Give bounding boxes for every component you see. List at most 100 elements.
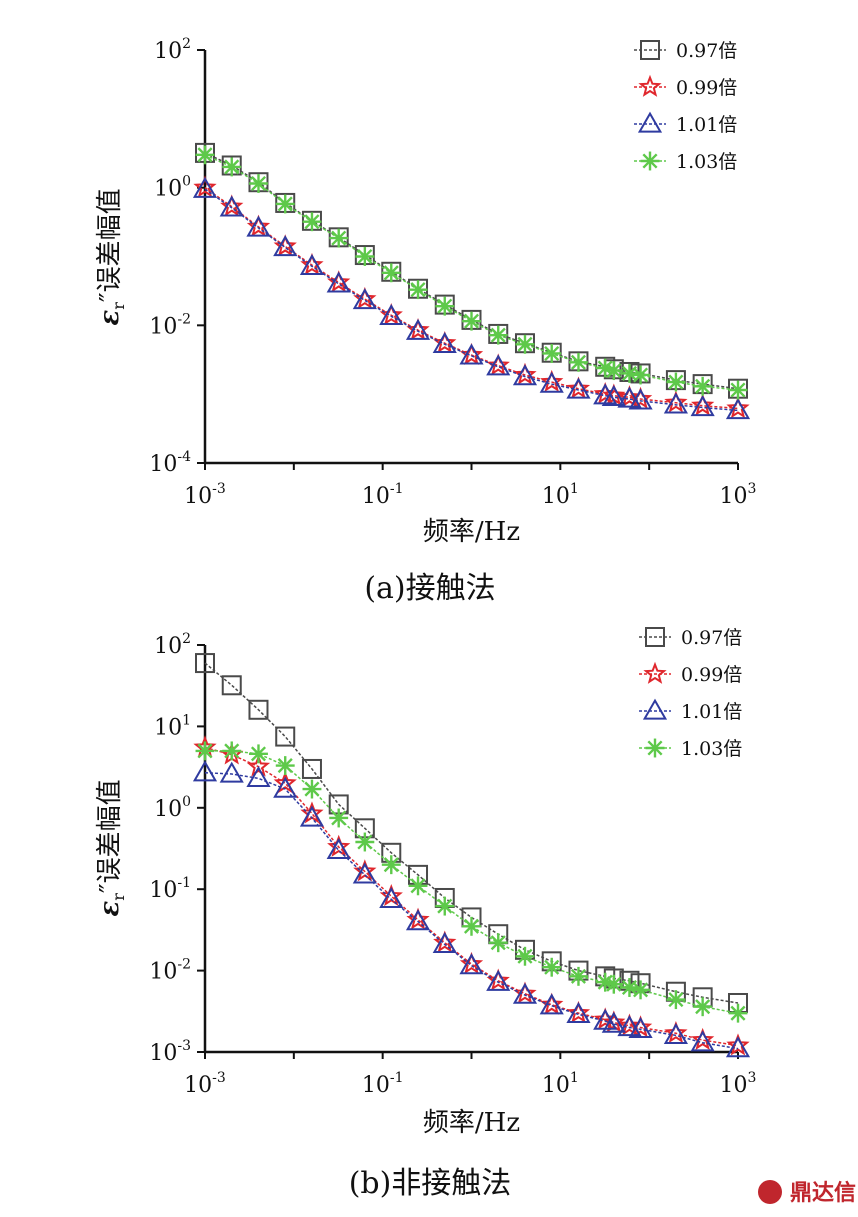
data-point xyxy=(275,194,295,214)
data-point xyxy=(512,982,538,1004)
y-tick-label: 102 xyxy=(154,36,191,64)
x-tick-label-base: 10 xyxy=(720,1073,748,1098)
x-tick-label-exponent: -3 xyxy=(212,1070,226,1086)
data-point xyxy=(664,390,688,413)
data-point xyxy=(222,741,242,761)
y-axis-title-main: ε xyxy=(95,310,125,326)
x-tick-label-exponent: -1 xyxy=(390,1070,404,1086)
data-point-stroke xyxy=(357,834,373,850)
series-triangle xyxy=(192,760,751,1058)
data-point xyxy=(664,1021,688,1044)
data-point xyxy=(513,362,537,385)
x-tick-label-base: 10 xyxy=(362,484,390,509)
data-point xyxy=(273,771,297,794)
data-point xyxy=(569,966,588,986)
data-point xyxy=(249,744,268,764)
series-line xyxy=(204,152,739,390)
data-point xyxy=(246,214,271,237)
data-point-stroke xyxy=(606,363,622,379)
data-point xyxy=(542,344,562,363)
data-point xyxy=(617,1015,642,1037)
data-point xyxy=(433,330,457,354)
data-point-stroke xyxy=(463,313,480,329)
data-point xyxy=(408,280,428,300)
data-point xyxy=(326,838,351,860)
series-asterisk xyxy=(195,741,748,1023)
series-star xyxy=(193,735,750,1056)
legend-marker xyxy=(640,151,660,171)
data-point xyxy=(432,331,457,353)
data-point xyxy=(566,1002,591,1024)
y-tick-label-exponent: -2 xyxy=(177,311,191,327)
data-point xyxy=(663,392,688,414)
data-point-stroke xyxy=(621,979,637,996)
data-point xyxy=(569,352,588,372)
x-tick-label: 10-1 xyxy=(362,1070,404,1098)
data-point xyxy=(726,396,750,419)
data-point xyxy=(539,993,564,1015)
y-tick-label: 10-2 xyxy=(149,957,191,985)
data-point xyxy=(299,253,325,275)
x-tick-label-exponent: 3 xyxy=(748,1070,757,1086)
y-tick-label-exponent: 0 xyxy=(182,794,191,810)
figure-caption: (b)非接触法 xyxy=(349,1166,512,1201)
y-axis-title-rest: ″误差幅值 xyxy=(95,188,125,302)
legend-label: 1.03倍 xyxy=(681,738,742,760)
data-point xyxy=(512,364,538,386)
legend-label: 0.99倍 xyxy=(681,664,742,686)
data-point-stroke xyxy=(597,974,613,990)
y-tick-label: 100 xyxy=(154,174,191,202)
x-tick-label-exponent: -1 xyxy=(390,481,404,497)
y-tick-label: 10-1 xyxy=(149,875,191,903)
series-line xyxy=(204,187,739,410)
data-point xyxy=(486,969,511,991)
data-point-stroke xyxy=(277,758,293,774)
x-tick-label: 101 xyxy=(542,1070,579,1098)
data-point xyxy=(540,992,564,1015)
data-point xyxy=(693,997,713,1017)
data-point-stroke xyxy=(730,1005,746,1021)
data-point xyxy=(299,805,325,827)
y-tick-label-exponent: -1 xyxy=(177,875,191,891)
data-point-stroke xyxy=(410,878,426,894)
data-point-stroke xyxy=(695,999,711,1015)
data-point xyxy=(219,195,244,217)
data-point xyxy=(604,361,624,381)
legend-label: 1.01倍 xyxy=(681,701,742,723)
legend-marker xyxy=(642,698,668,720)
data-point xyxy=(617,386,642,408)
data-point-stroke xyxy=(437,898,453,914)
data-point xyxy=(195,741,215,761)
data-point xyxy=(379,887,404,909)
data-point xyxy=(459,953,484,975)
data-point xyxy=(302,212,322,232)
y-tick-label: 10-2 xyxy=(149,311,191,339)
data-point xyxy=(540,369,564,392)
data-point-stroke xyxy=(544,959,560,975)
data-point-stroke xyxy=(668,992,684,1008)
data-point xyxy=(273,235,298,257)
data-point xyxy=(515,334,535,354)
data-point-stroke xyxy=(517,948,533,964)
data-point xyxy=(246,765,271,788)
x-tick-label-exponent: 1 xyxy=(570,1070,579,1086)
data-point xyxy=(690,1030,715,1052)
legend-label: 0.99倍 xyxy=(676,77,737,99)
y-tick-label-exponent: 0 xyxy=(182,174,191,190)
legend-marker xyxy=(637,111,663,133)
y-tick-label-exponent: -3 xyxy=(177,1038,191,1054)
data-point xyxy=(486,354,511,376)
y-axis-title-sub: r xyxy=(109,893,128,901)
x-tick-label-base: 10 xyxy=(184,484,212,509)
data-point xyxy=(433,930,457,953)
legend-label: 1.03倍 xyxy=(676,151,737,173)
data-point xyxy=(379,304,404,326)
data-point xyxy=(219,761,244,783)
data-point-stroke xyxy=(277,196,293,212)
y-axis-title-sub: r xyxy=(109,302,128,310)
data-point xyxy=(666,990,686,1010)
y-tick-label: 10-4 xyxy=(149,449,191,477)
data-point-stroke xyxy=(331,810,347,826)
x-axis-title: 频率/Hz xyxy=(423,1108,520,1138)
y-tick-label-base: 10 xyxy=(154,634,182,659)
